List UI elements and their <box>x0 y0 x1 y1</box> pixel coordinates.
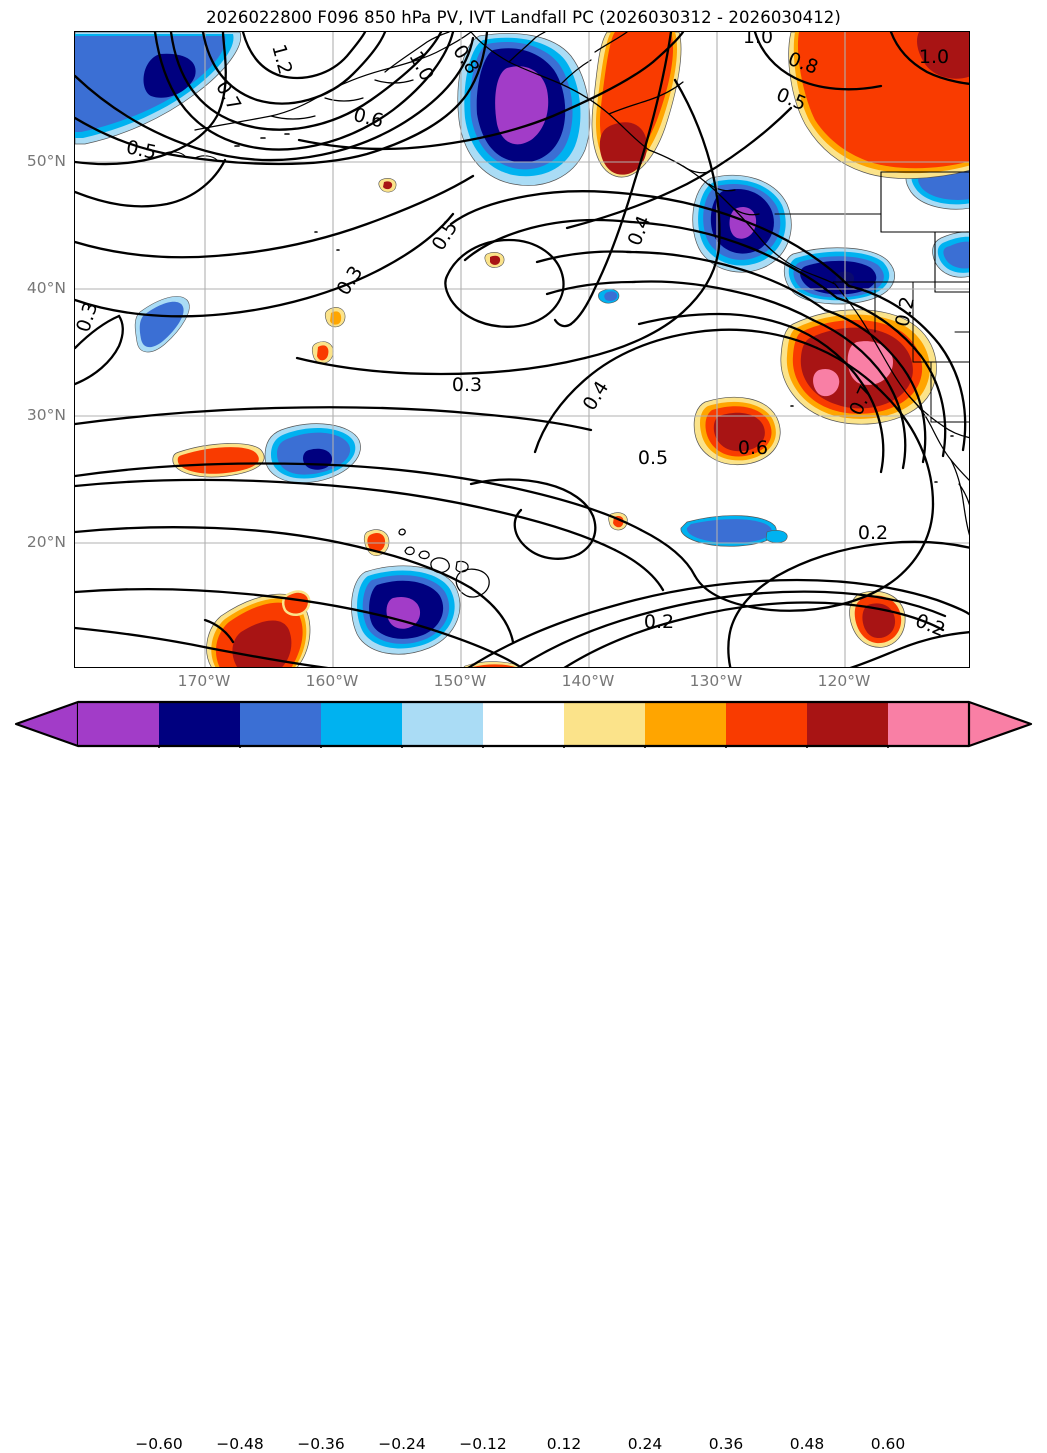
svg-text:0.2: 0.2 <box>644 611 674 633</box>
shade-30n-negative <box>264 423 361 484</box>
svg-text:0.2: 0.2 <box>858 522 888 544</box>
x-tick-160w: 160°W <box>305 672 359 690</box>
svg-text:1.0: 1.0 <box>919 46 949 68</box>
shade-south-negative-core <box>351 565 461 655</box>
colorbar-tick-0-60: 0.60 <box>870 1435 906 1453</box>
x-tick-150w: 150°W <box>433 672 487 690</box>
y-tick-50n-text: 50°N <box>26 152 66 170</box>
colorbar-swatches <box>14 700 1033 748</box>
x-tick-130w: 130°W <box>689 672 743 690</box>
svg-text:1.0: 1.0 <box>743 32 773 48</box>
svg-text:0.4: 0.4 <box>624 213 656 249</box>
colorbar-tick-0-48: 0.48 <box>789 1435 825 1453</box>
colorbar-tick--0-60: −0.60 <box>135 1435 183 1453</box>
figure-canvas: 2026022800 F096 850 hPa PV, IVT Landfall… <box>0 8 1047 1453</box>
map-canvas: 1.2 1.0 0.8 1.0 0.8 1.0 0.5 0.7 0.6 0.5 … <box>75 32 969 667</box>
colorbar[interactable]: −0.60 −0.48 −0.36 −0.24 −0.12 0.12 0.24 … <box>0 700 1047 1453</box>
contour-lines <box>75 32 969 667</box>
colorbar-tick-0-12: 0.12 <box>546 1435 582 1453</box>
shade-25n-positive <box>172 443 265 478</box>
x-tick-170w: 170°W <box>177 672 231 690</box>
svg-text:0.5: 0.5 <box>428 217 463 254</box>
x-tick-120w: 120°W <box>817 672 871 690</box>
svg-text:0.6: 0.6 <box>351 104 386 133</box>
svg-text:0.3: 0.3 <box>333 262 368 299</box>
colorbar-tick--0-12: −0.12 <box>459 1435 507 1453</box>
svg-text:0.7: 0.7 <box>211 77 245 114</box>
svg-text:0.3: 0.3 <box>75 299 102 335</box>
y-tick-40n: 40°N <box>27 279 105 297</box>
colorbar-tick--0-48: −0.48 <box>216 1435 264 1453</box>
map-gridlines <box>75 32 969 667</box>
map-plot-area[interactable]: 1.2 1.0 0.8 1.0 0.8 1.0 0.5 0.7 0.6 0.5 … <box>74 31 970 668</box>
shade-mid-pacific-speck-negative <box>598 288 620 304</box>
y-tick-30n: 30°N <box>27 406 105 424</box>
svg-text:0.2: 0.2 <box>891 295 919 329</box>
colorbar-tick-0-24: 0.24 <box>627 1435 663 1453</box>
svg-text:0.4: 0.4 <box>579 377 614 414</box>
x-tick-140w: 140°W <box>561 672 615 690</box>
colorbar-tick--0-36: −0.36 <box>297 1435 345 1453</box>
svg-text:0.6: 0.6 <box>738 437 768 459</box>
shade-bc-coast-negative <box>692 174 792 273</box>
y-tick-40n-text: 40°N <box>26 279 66 297</box>
svg-text:0.5: 0.5 <box>638 447 668 469</box>
y-tick-20n-text: 20°N <box>26 533 66 551</box>
colorbar-tick--0-24: −0.24 <box>378 1435 426 1453</box>
y-tick-20n: 20°N <box>27 533 105 551</box>
chart-title: 2026022800 F096 850 hPa PV, IVT Landfall… <box>206 8 841 27</box>
shade-pacific-nw-negative <box>783 247 895 305</box>
shade-nw-corner-negative <box>75 32 242 145</box>
y-tick-50n: 50°N <box>27 152 105 170</box>
svg-text:0.5: 0.5 <box>124 136 158 164</box>
shade-west-40n-negative <box>134 296 190 353</box>
svg-text:1.0: 1.0 <box>404 48 438 85</box>
shade-ne-corner-negative <box>905 161 969 278</box>
coastlines <box>162 32 969 598</box>
colorbar-tick-0-36: 0.36 <box>708 1435 744 1453</box>
shade-ne-corner-positive <box>788 32 969 179</box>
shade-alaska-panhandle-positive <box>591 32 682 178</box>
y-tick-30n-text: 30°N <box>26 406 66 424</box>
shade-subtropical-band-negative <box>680 515 788 547</box>
svg-text:0.3: 0.3 <box>452 374 482 396</box>
